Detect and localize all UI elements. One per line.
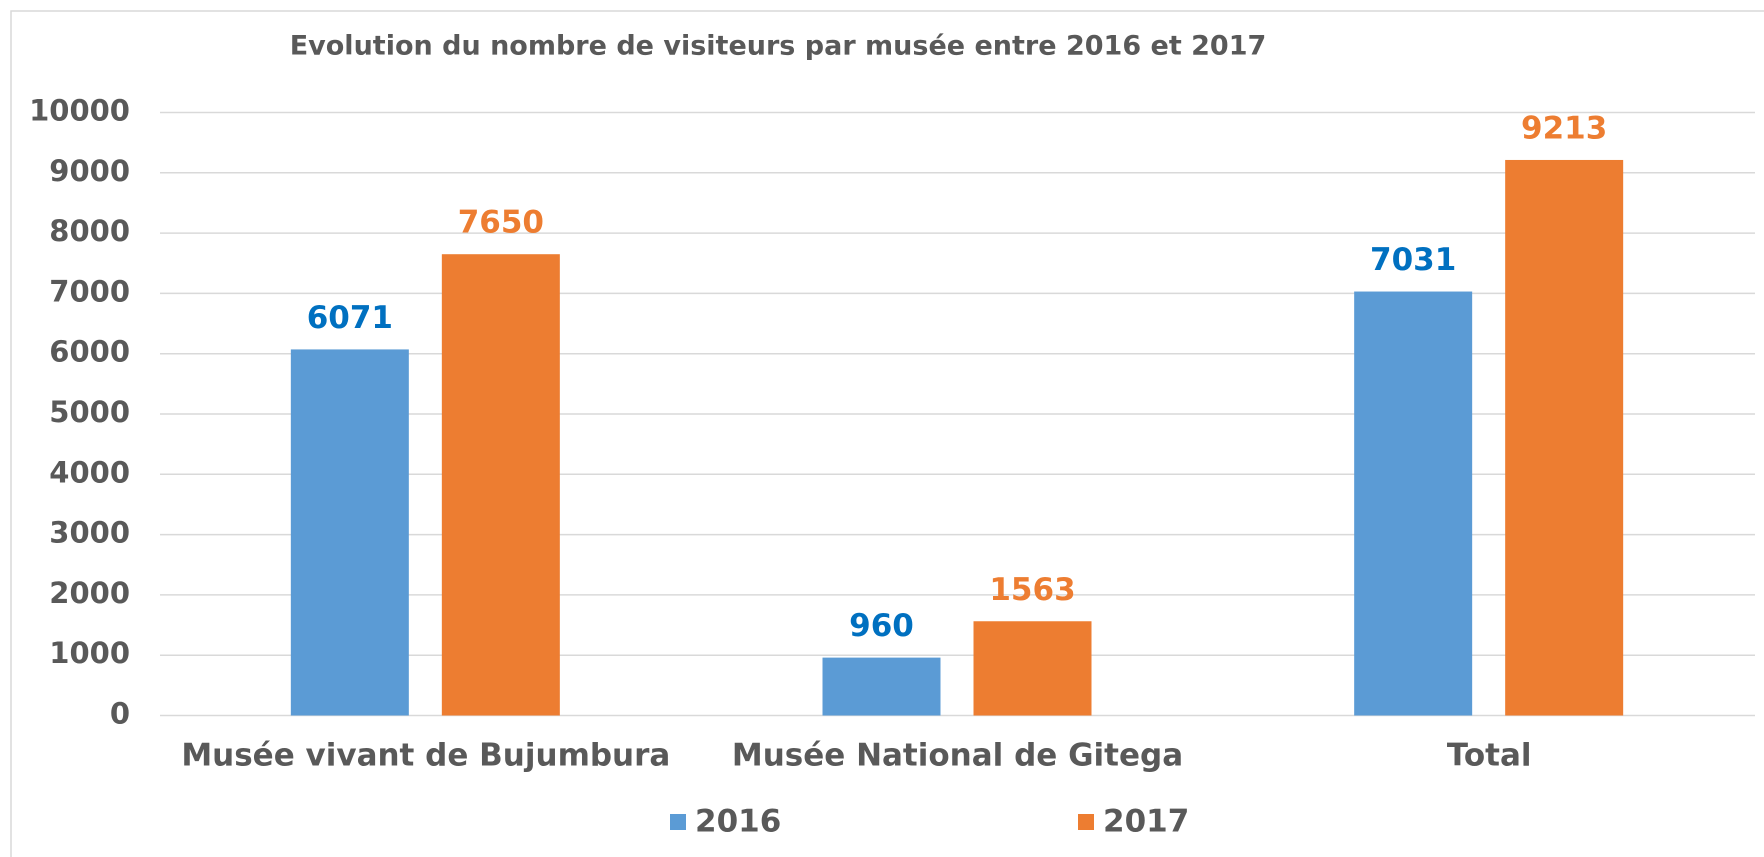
- bar: [973, 621, 1092, 716]
- bar: [1505, 159, 1624, 716]
- y-tick-label: 3000: [49, 516, 130, 550]
- y-tick-label: 8000: [49, 214, 130, 248]
- data-label: 1563: [989, 572, 1075, 608]
- chart-border: [10, 10, 1764, 857]
- bar: [290, 349, 409, 716]
- y-tick-label: 9000: [49, 154, 130, 188]
- x-tick-label: Musée National de Gitega: [732, 738, 1183, 774]
- chart-title: Evolution du nombre de visiteurs par mus…: [290, 31, 1267, 62]
- y-tick-label: 2000: [49, 576, 130, 610]
- bar: [822, 657, 941, 716]
- y-tick-label: 6000: [49, 335, 130, 369]
- bar: [1354, 291, 1473, 716]
- data-label: 960: [849, 608, 914, 644]
- data-label: 9213: [1521, 110, 1607, 146]
- y-tick-label: 7000: [49, 274, 130, 308]
- legend-label: 2016: [695, 804, 781, 840]
- x-tick-label: Musée vivant de Bujumbura: [181, 738, 670, 774]
- y-tick-label: 1000: [49, 636, 130, 670]
- legend-label: 2017: [1103, 804, 1189, 840]
- y-tick-label: 0: [110, 697, 130, 731]
- data-label: 7650: [458, 205, 544, 241]
- y-tick-label: 10000: [29, 94, 130, 128]
- x-tick-label: Total: [1447, 738, 1532, 774]
- y-tick-label: 4000: [49, 455, 130, 489]
- y-tick-label: 5000: [49, 395, 130, 429]
- legend-swatch: [1078, 814, 1094, 830]
- bar: [441, 254, 560, 716]
- legend-swatch: [670, 814, 686, 830]
- data-label: 7031: [1370, 242, 1456, 278]
- data-label: 6071: [307, 300, 393, 336]
